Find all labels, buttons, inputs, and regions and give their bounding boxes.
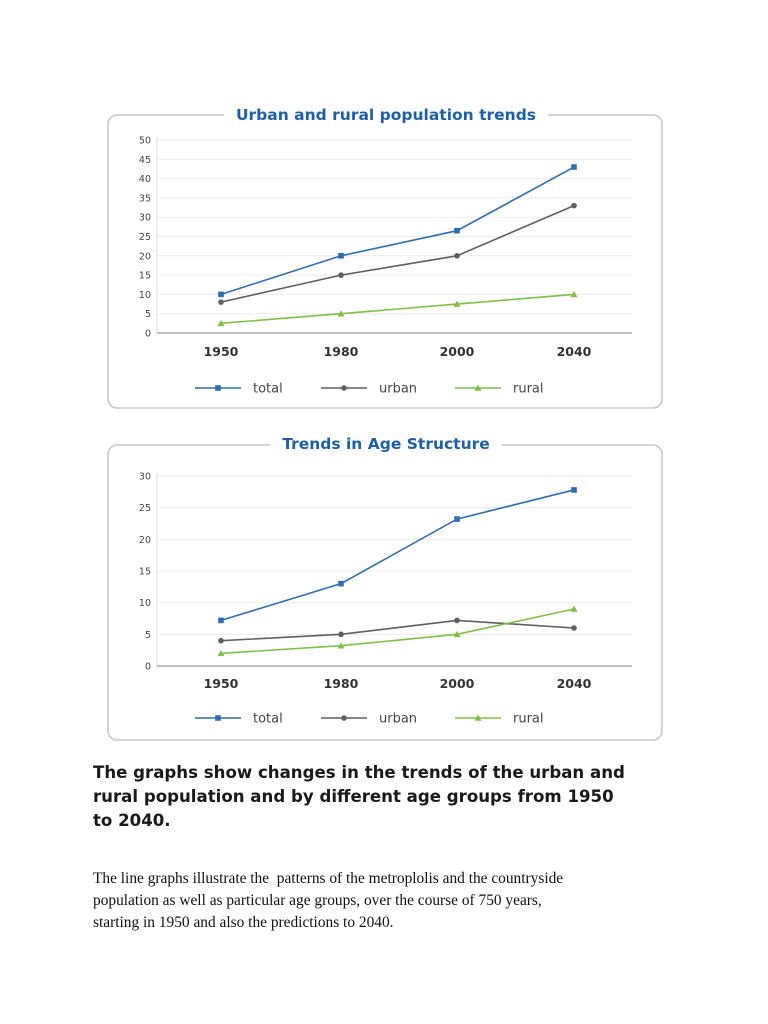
y-tick-label: 30 xyxy=(139,472,151,483)
square-marker xyxy=(215,385,221,391)
legend-label: rural xyxy=(513,382,544,397)
chart-2: Trends in Age Structure 0 5 10 15 20 25 30 1950 1… xyxy=(107,435,663,741)
circle-marker xyxy=(338,272,344,278)
triangle-marker xyxy=(453,300,461,307)
paragraph-line: population as well as particular age gro… xyxy=(93,892,542,909)
legend-label: urban xyxy=(379,382,417,397)
triangle-marker xyxy=(217,649,225,657)
series-line xyxy=(220,293,575,325)
triangle-marker xyxy=(453,630,461,638)
series-rural xyxy=(217,605,578,657)
square-marker xyxy=(454,227,460,234)
y-tick-label: 20 xyxy=(139,251,151,262)
y-tick-label: 10 xyxy=(139,598,151,609)
y-tick-label: 0 xyxy=(145,662,151,673)
square-marker xyxy=(338,580,344,587)
y-tick-label: 35 xyxy=(139,193,151,204)
series-line xyxy=(220,204,575,303)
y-tick-label: 20 xyxy=(139,535,151,546)
triangle-marker xyxy=(217,319,225,327)
circle-marker xyxy=(338,631,344,638)
y-tick-label: 5 xyxy=(145,630,151,641)
circle-marker xyxy=(571,202,577,209)
y-tick-label: 5 xyxy=(145,309,151,320)
circle-marker xyxy=(571,625,577,631)
x-tick-label: 1980 xyxy=(324,344,359,359)
triangle-marker xyxy=(474,714,482,721)
title-gap xyxy=(223,112,549,118)
triangle-marker xyxy=(337,642,345,649)
y-tick-label: 45 xyxy=(139,155,151,166)
series-line xyxy=(220,489,575,622)
y-tick-label: 30 xyxy=(139,213,151,224)
y-tick-label: 0 xyxy=(145,329,151,340)
chart-1: Urban and rural population trends 0 5 10 15 2… xyxy=(107,106,663,409)
circle-marker xyxy=(454,617,460,624)
x-tick-label: 1950 xyxy=(204,676,239,691)
series-line xyxy=(220,166,575,296)
series-total xyxy=(218,164,577,298)
y-tick-label: 25 xyxy=(139,232,151,243)
legend-item-rural: rural xyxy=(455,712,544,727)
x-tick-label: 2000 xyxy=(440,676,475,691)
x-tick-label: 2000 xyxy=(440,344,475,359)
x-tick-label: 2040 xyxy=(557,676,592,691)
heading-line: The graphs show changes in the trends of… xyxy=(93,763,625,782)
circle-marker xyxy=(218,299,224,305)
heading-line: to 2040. xyxy=(93,811,171,830)
legend-label: urban xyxy=(379,712,417,727)
chart-frame xyxy=(107,444,663,741)
series-total xyxy=(218,487,577,624)
circle-marker xyxy=(341,385,347,391)
paragraph: The line graphs illustrate the patterns … xyxy=(93,868,693,934)
circle-marker xyxy=(454,253,460,259)
x-tick-label: 1980 xyxy=(324,676,359,691)
paragraph-line: starting in 1950 and also the prediction… xyxy=(93,914,394,931)
square-marker xyxy=(571,487,577,493)
x-tick-label: 2040 xyxy=(557,344,592,359)
chart-title: Urban and rural population trends xyxy=(236,106,536,124)
y-tick-label: 15 xyxy=(139,567,151,578)
square-marker xyxy=(571,164,577,170)
circle-marker xyxy=(341,715,347,721)
square-marker xyxy=(218,617,224,624)
square-marker xyxy=(338,253,344,259)
square-marker xyxy=(215,715,221,721)
y-tick-label: 25 xyxy=(139,503,151,514)
legend-item-total: total xyxy=(195,382,283,397)
heading-line: rural population and by different age gr… xyxy=(93,787,614,806)
series-rural xyxy=(217,290,578,327)
triangle-marker xyxy=(337,310,345,317)
paragraph-line: The line graphs illustrate the patterns … xyxy=(93,870,564,887)
legend-label: total xyxy=(253,382,283,397)
square-marker xyxy=(218,291,224,298)
title-gap xyxy=(270,442,502,448)
legend-label: total xyxy=(253,712,283,727)
triangle-marker xyxy=(570,290,578,298)
legend-label: rural xyxy=(513,712,544,727)
legend-item-total: total xyxy=(195,712,283,727)
triangle-marker xyxy=(570,605,578,612)
square-marker xyxy=(454,516,460,522)
circle-marker xyxy=(218,637,224,644)
y-tick-label: 15 xyxy=(139,271,151,282)
heading: The graphs show changes in the trends of… xyxy=(93,761,693,833)
y-tick-label: 10 xyxy=(139,290,151,301)
legend-item-urban: urban xyxy=(321,382,417,397)
triangle-marker xyxy=(474,384,482,391)
chart-title: Trends in Age Structure xyxy=(282,435,490,453)
series-urban xyxy=(218,202,577,305)
series-line xyxy=(220,619,575,642)
series-line xyxy=(220,608,575,655)
x-tick-label: 1950 xyxy=(204,344,239,359)
series-urban xyxy=(218,617,577,644)
y-tick-label: 50 xyxy=(139,136,151,147)
y-tick-label: 40 xyxy=(139,174,151,185)
legend-item-urban: urban xyxy=(321,712,417,727)
legend-item-rural: rural xyxy=(455,382,544,397)
